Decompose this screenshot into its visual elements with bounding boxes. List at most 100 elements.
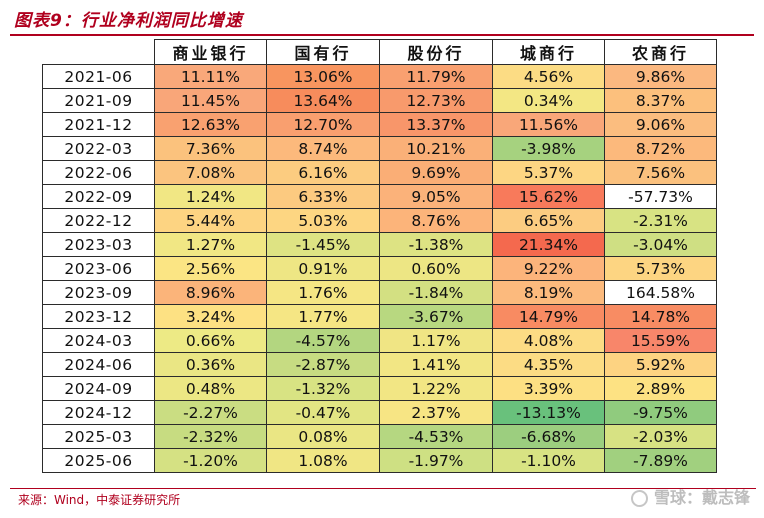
header-city-commercial-banks: 城商行 — [492, 39, 605, 65]
growth-cell: 1.24% — [154, 184, 267, 209]
growth-cell: 5.92% — [604, 352, 717, 377]
growth-cell: 7.08% — [154, 160, 267, 185]
row-date: 2021-09 — [42, 88, 155, 113]
table-row: 2021-09 11.45% 13.64% 12.73% 0.34% 8.37% — [42, 88, 717, 113]
table-row: 2023-03 1.27% -1.45% -1.38% 21.34% -3.04% — [42, 232, 717, 257]
growth-cell: 13.64% — [266, 88, 380, 113]
growth-cell: 0.48% — [154, 376, 267, 401]
row-date: 2022-03 — [42, 136, 155, 161]
growth-cell: -3.04% — [604, 232, 717, 257]
row-date: 2025-03 — [42, 424, 155, 449]
growth-cell: 9.05% — [379, 184, 493, 209]
table-row: 2024-09 0.48% -1.32% 1.22% 3.39% 2.89% — [42, 376, 717, 401]
table-header-row: 商业银行 国有行 股份行 城商行 农商行 — [42, 39, 717, 65]
table-row: 2025-06 -1.20% 1.08% -1.97% -1.10% -7.89% — [42, 448, 717, 473]
source-divider — [10, 488, 756, 489]
growth-cell: 7.36% — [154, 136, 267, 161]
growth-cell: -4.53% — [379, 424, 493, 449]
header-corner — [42, 39, 155, 65]
growth-cell: -4.57% — [266, 328, 380, 353]
row-date: 2022-09 — [42, 184, 155, 209]
growth-cell: 5.37% — [492, 160, 605, 185]
growth-cell: 9.06% — [604, 112, 717, 137]
row-date: 2024-03 — [42, 328, 155, 353]
growth-cell: 1.77% — [266, 304, 380, 329]
table-row: 2024-12 -2.27% -0.47% 2.37% -13.13% -9.75% — [42, 400, 717, 425]
growth-cell: 2.37% — [379, 400, 493, 425]
row-date: 2022-06 — [42, 160, 155, 185]
growth-cell: 1.17% — [379, 328, 493, 353]
growth-cell: 6.16% — [266, 160, 380, 185]
snowball-logo-icon — [630, 490, 648, 507]
growth-cell: -1.84% — [379, 280, 493, 305]
header-state-owned-banks: 国有行 — [266, 39, 380, 65]
growth-cell: 12.70% — [266, 112, 380, 137]
growth-cell: 0.91% — [266, 256, 380, 281]
watermark: 雪球：戴志锋 — [630, 484, 750, 508]
watermark-text: 雪球：戴志锋 — [653, 488, 750, 507]
table-body: 2021-06 11.11% 13.06% 11.79% 4.56% 9.86% 2021-… — [42, 64, 717, 473]
growth-cell: 1.22% — [379, 376, 493, 401]
growth-cell: -6.68% — [492, 424, 605, 449]
growth-cell: 8.74% — [266, 136, 380, 161]
header-commercial-banks: 商业银行 — [154, 39, 267, 65]
growth-cell: 0.60% — [379, 256, 493, 281]
growth-cell: -1.38% — [379, 232, 493, 257]
growth-cell: 5.03% — [266, 208, 380, 233]
growth-cell: -0.47% — [266, 400, 380, 425]
growth-cell: -3.67% — [379, 304, 493, 329]
row-date: 2024-06 — [42, 352, 155, 377]
row-date: 2024-12 — [42, 400, 155, 425]
table-row: 2022-03 7.36% 8.74% 10.21% -3.98% 8.72% — [42, 136, 717, 161]
growth-cell: -13.13% — [492, 400, 605, 425]
table-row: 2021-12 12.63% 12.70% 13.37% 11.56% 9.06% — [42, 112, 717, 137]
growth-cell: 0.34% — [492, 88, 605, 113]
growth-cell: 8.72% — [604, 136, 717, 161]
growth-cell: -1.97% — [379, 448, 493, 473]
growth-cell: 6.65% — [492, 208, 605, 233]
growth-cell: 0.66% — [154, 328, 267, 353]
profit-growth-table: 商业银行 国有行 股份行 城商行 农商行 2021-06 11.11% 13.06%… — [42, 39, 717, 473]
row-date: 2023-12 — [42, 304, 155, 329]
growth-cell: 6.33% — [266, 184, 380, 209]
growth-cell: 4.08% — [492, 328, 605, 353]
growth-cell: 13.37% — [379, 112, 493, 137]
growth-cell: 9.86% — [604, 64, 717, 89]
figure-title: 图表9：行业净利润同比增速 — [14, 11, 243, 31]
growth-cell: -1.10% — [492, 448, 605, 473]
row-date: 2022-12 — [42, 208, 155, 233]
growth-cell: 21.34% — [492, 232, 605, 257]
title-divider — [10, 34, 754, 36]
table-row: 2022-06 7.08% 6.16% 9.69% 5.37% 7.56% — [42, 160, 717, 185]
table-row: 2022-12 5.44% 5.03% 8.76% 6.65% -2.31% — [42, 208, 717, 233]
growth-cell: -1.20% — [154, 448, 267, 473]
growth-cell: 1.27% — [154, 232, 267, 257]
growth-cell: -9.75% — [604, 400, 717, 425]
row-date: 2021-12 — [42, 112, 155, 137]
growth-cell: 164.58% — [604, 280, 717, 305]
growth-cell: -2.31% — [604, 208, 717, 233]
header-joint-stock-banks: 股份行 — [379, 39, 493, 65]
row-date: 2024-09 — [42, 376, 155, 401]
growth-cell: -2.27% — [154, 400, 267, 425]
row-date: 2025-06 — [42, 448, 155, 473]
growth-cell: 11.11% — [154, 64, 267, 89]
header-rural-commercial-banks: 农商行 — [604, 39, 717, 65]
growth-cell: 9.22% — [492, 256, 605, 281]
table-row: 2024-06 0.36% -2.87% 1.41% 4.35% 5.92% — [42, 352, 717, 377]
growth-cell: -2.87% — [266, 352, 380, 377]
growth-cell: 2.89% — [604, 376, 717, 401]
table-row: 2023-09 8.96% 1.76% -1.84% 8.19% 164.58% — [42, 280, 717, 305]
growth-cell: 14.78% — [604, 304, 717, 329]
row-date: 2023-03 — [42, 232, 155, 257]
growth-cell: 5.73% — [604, 256, 717, 281]
row-date: 2023-06 — [42, 256, 155, 281]
growth-cell: 4.35% — [492, 352, 605, 377]
growth-cell: 1.08% — [266, 448, 380, 473]
table-row: 2025-03 -2.32% 0.08% -4.53% -6.68% -2.03% — [42, 424, 717, 449]
growth-cell: -3.98% — [492, 136, 605, 161]
growth-cell: 1.41% — [379, 352, 493, 377]
growth-cell: -2.03% — [604, 424, 717, 449]
source-note: 来源：Wind，中泰证券研究所 — [18, 493, 181, 507]
growth-cell: 15.62% — [492, 184, 605, 209]
